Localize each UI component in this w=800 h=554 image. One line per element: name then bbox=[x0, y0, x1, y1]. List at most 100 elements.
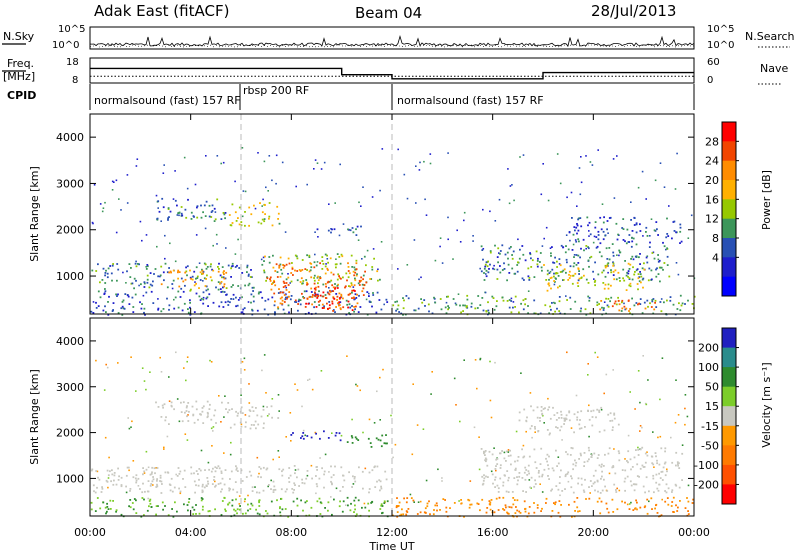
data-cell bbox=[206, 296, 209, 299]
data-cell bbox=[477, 295, 480, 297]
data-cell bbox=[691, 303, 694, 305]
data-cell bbox=[244, 190, 247, 193]
data-cell bbox=[251, 308, 253, 311]
data-cell bbox=[629, 285, 632, 288]
data-cell bbox=[652, 431, 654, 433]
data-cell bbox=[470, 302, 473, 305]
data-cell bbox=[330, 279, 333, 282]
data-cell bbox=[559, 429, 561, 432]
data-cell bbox=[525, 469, 528, 471]
data-cell bbox=[206, 274, 208, 277]
data-cell bbox=[492, 482, 494, 485]
data-cell bbox=[308, 514, 311, 517]
data-cell bbox=[622, 218, 625, 220]
data-cell bbox=[497, 509, 500, 511]
data-cell bbox=[321, 303, 324, 306]
data-cell bbox=[147, 466, 150, 469]
data-cell bbox=[100, 491, 103, 493]
data-cell bbox=[568, 231, 571, 234]
data-cell bbox=[654, 301, 656, 304]
data-cell bbox=[565, 271, 567, 274]
data-cell bbox=[134, 293, 137, 296]
data-cell bbox=[311, 294, 314, 296]
data-cell bbox=[496, 463, 499, 465]
data-cell bbox=[149, 502, 152, 505]
data-cell bbox=[110, 272, 113, 275]
data-cell bbox=[272, 491, 275, 493]
data-cell bbox=[163, 164, 165, 166]
data-cell bbox=[215, 484, 217, 487]
data-cell bbox=[120, 513, 123, 516]
data-cell bbox=[296, 257, 299, 260]
data-cell bbox=[223, 213, 226, 216]
data-cell bbox=[315, 432, 317, 435]
data-cell bbox=[491, 453, 494, 456]
data-cell bbox=[603, 307, 605, 309]
data-cell bbox=[511, 267, 514, 270]
data-cell bbox=[354, 496, 357, 499]
beam-title: Beam 04 bbox=[355, 4, 422, 22]
data-cell bbox=[95, 359, 97, 362]
colorbar-tick-label: 50 bbox=[705, 381, 719, 394]
data-cell bbox=[350, 435, 353, 437]
data-cell bbox=[594, 261, 596, 264]
data-cell bbox=[575, 226, 578, 229]
data-cell bbox=[301, 405, 303, 408]
data-cell bbox=[95, 470, 98, 472]
data-cell bbox=[619, 280, 621, 282]
data-cell bbox=[636, 475, 639, 477]
data-cell bbox=[575, 240, 578, 243]
data-cell bbox=[578, 277, 581, 280]
data-cell bbox=[412, 499, 415, 502]
data-cell bbox=[130, 426, 132, 428]
data-cell bbox=[651, 300, 654, 303]
data-cell bbox=[268, 413, 270, 415]
data-cell bbox=[641, 267, 644, 270]
data-cell bbox=[406, 264, 409, 266]
data-cell bbox=[281, 302, 284, 305]
data-cell bbox=[561, 439, 563, 441]
data-cell bbox=[91, 468, 94, 471]
data-cell bbox=[331, 432, 333, 434]
data-cell bbox=[327, 307, 329, 310]
data-cell bbox=[630, 501, 632, 504]
data-cell bbox=[441, 480, 443, 482]
data-cell bbox=[296, 476, 298, 479]
data-cell bbox=[659, 162, 662, 164]
data-cell bbox=[294, 269, 296, 272]
data-cell bbox=[289, 298, 292, 301]
data-cell bbox=[376, 480, 378, 483]
data-cell bbox=[326, 281, 329, 284]
data-cell bbox=[181, 309, 184, 312]
data-cell bbox=[133, 498, 136, 500]
data-cell bbox=[482, 309, 485, 312]
data-cell bbox=[639, 223, 641, 226]
data-cell bbox=[444, 306, 447, 309]
data-cell bbox=[454, 302, 457, 305]
data-cell bbox=[168, 423, 170, 425]
data-cell bbox=[514, 469, 517, 471]
data-cell bbox=[184, 433, 187, 435]
data-cell bbox=[614, 472, 617, 475]
data-cell bbox=[485, 310, 488, 312]
data-cell bbox=[268, 155, 271, 157]
data-cell bbox=[333, 228, 336, 231]
data-cell bbox=[651, 299, 654, 301]
data-cell bbox=[106, 506, 109, 508]
data-cell bbox=[178, 285, 181, 288]
data-cell bbox=[284, 293, 287, 296]
data-cell bbox=[376, 270, 379, 273]
data-cell bbox=[494, 476, 497, 479]
data-cell bbox=[363, 255, 366, 258]
data-cell bbox=[265, 468, 268, 471]
data-cell bbox=[112, 483, 115, 486]
data-cell bbox=[161, 404, 164, 407]
data-cell bbox=[236, 304, 239, 307]
data-cell bbox=[339, 490, 342, 492]
data-cell bbox=[308, 270, 311, 273]
data-cell bbox=[565, 451, 567, 453]
data-cell bbox=[569, 274, 572, 277]
data-cell bbox=[671, 501, 674, 503]
data-cell bbox=[452, 298, 455, 300]
data-cell bbox=[208, 510, 211, 512]
